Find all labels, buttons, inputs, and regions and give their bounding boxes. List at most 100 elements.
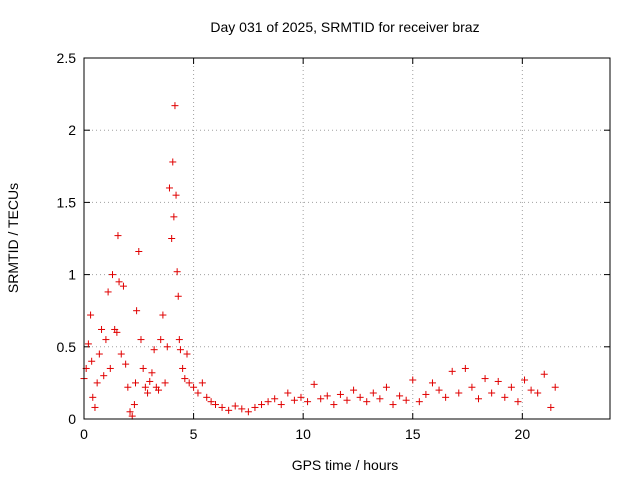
data-point [139,364,147,372]
axis-ticks: 0 5 10 15 20 0 0.5 1 1.5 2 2.5 [57,50,610,442]
x-axis-label: GPS time / hours [292,457,399,473]
data-point [475,395,482,403]
data-point [113,328,121,336]
data-point [218,403,226,411]
x-tick-label: 15 [405,426,421,442]
data-point [183,350,191,358]
data-point [117,350,125,358]
data-point [481,375,489,383]
data-point [135,247,143,255]
data-point [102,336,110,344]
y-tick-label: 0.5 [57,339,77,355]
data-point [507,383,515,391]
data-point [157,336,165,344]
data-point [174,292,182,300]
data-point [455,389,463,397]
data-point [521,376,529,384]
y-tick-label: 1 [68,267,76,283]
data-point [356,393,364,401]
data-point [88,357,96,365]
x-tick-label: 20 [515,426,531,442]
data-point [277,401,285,409]
data-point [155,386,163,394]
data-point [428,379,436,387]
data-points [80,102,559,420]
data-point [190,383,198,391]
data-point [336,390,344,398]
data-point [448,367,456,375]
data-point [304,398,312,406]
data-point [442,393,450,401]
data-point [159,311,167,319]
data-point [330,401,338,409]
y-tick-label: 1.5 [57,194,77,210]
data-point [168,235,176,242]
data-point [231,402,239,410]
grid [84,58,610,419]
data-point [146,377,154,385]
data-point [290,396,298,404]
data-point [534,389,542,397]
data-point [409,376,417,384]
data-point [547,403,555,411]
data-point [203,393,211,401]
data-point [91,403,99,411]
data-point [540,370,548,378]
data-point [350,386,358,394]
data-point [126,408,134,416]
data-point [527,386,535,394]
data-point [106,364,114,372]
data-point [396,392,404,400]
data-point [87,311,95,319]
data-point [297,393,305,401]
data-point [185,379,193,387]
data-point [207,398,215,406]
y-axis-label: SRMTID / TECUs [5,183,21,293]
data-point [461,364,469,372]
data-point [119,282,127,290]
data-point [176,346,184,354]
data-point [175,336,183,344]
data-point [468,383,476,391]
data-point [141,383,149,391]
data-point [244,408,252,416]
data-point [323,392,331,400]
x-tick-label: 0 [80,426,88,442]
data-point [89,393,97,401]
data-point [108,271,116,279]
data-point [310,380,318,388]
y-tick-label: 2 [68,122,76,138]
data-point [415,398,423,406]
data-point [148,369,156,377]
data-point [124,383,132,391]
data-point [271,395,279,403]
data-point [194,389,202,397]
x-tick-label: 10 [295,426,311,442]
data-point [144,389,152,397]
data-point [435,386,443,394]
data-point [172,191,180,199]
data-point [130,401,138,409]
data-point [132,379,140,387]
data-point [389,401,397,409]
data-point [422,390,430,398]
data-point [100,372,108,380]
data-point [133,307,141,315]
data-point [198,379,206,387]
data-point [165,184,173,192]
data-point [98,325,106,333]
data-point [104,288,112,296]
data-point [163,343,171,351]
data-point [251,403,259,411]
data-point [115,278,123,286]
data-point [171,102,179,110]
data-point [238,405,246,413]
data-point [501,393,509,401]
data-point [179,364,187,372]
data-point [137,336,145,344]
data-point [128,412,136,420]
data-point [181,375,189,383]
data-point [369,389,377,397]
data-point [170,213,178,221]
data-point [264,398,272,406]
